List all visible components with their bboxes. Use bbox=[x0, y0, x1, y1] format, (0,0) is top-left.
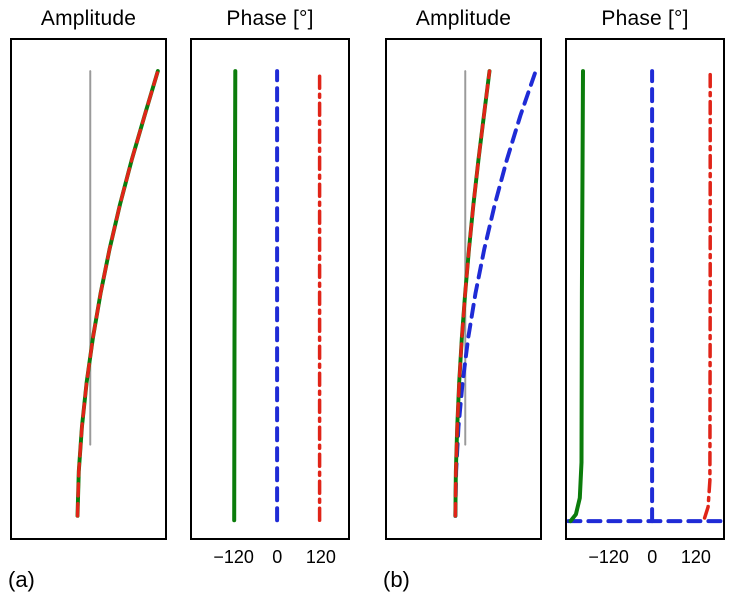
phase-b-plot bbox=[567, 69, 723, 524]
series-phase-green-solid bbox=[568, 69, 585, 524]
series-amplitude-green-solid bbox=[453, 69, 492, 518]
x-axis-ticks-phase-b: −120 0 120 bbox=[565, 547, 725, 569]
series-amplitude-red-dashed bbox=[453, 69, 492, 518]
series-phase-green-solid bbox=[232, 69, 238, 523]
panel-title-amplitude-a: Amplitude bbox=[40, 7, 137, 30]
phase-a-plot bbox=[232, 69, 322, 523]
x-tick-label: 120 bbox=[305, 547, 336, 567]
x-tick-label: −120 bbox=[588, 547, 629, 567]
panel-title-phase-b: Phase [°] bbox=[601, 7, 689, 30]
panel-amplitude-a bbox=[10, 38, 167, 540]
panel-title-amplitude-b: Amplitude bbox=[415, 7, 512, 30]
amplitude-b-plot bbox=[453, 69, 538, 518]
series-amplitude-blue-dashed bbox=[453, 69, 538, 518]
x-axis-ticks-phase-a: −120 0 120 bbox=[190, 547, 350, 569]
amplitude-a-plot bbox=[75, 69, 160, 518]
subfigure-label-a: (a) bbox=[8, 567, 35, 592]
series-amplitude-red-dashed bbox=[75, 69, 160, 518]
series-phase-red-dashdot bbox=[702, 69, 712, 520]
panel-phase-a bbox=[190, 38, 350, 540]
x-tick-label: 120 bbox=[680, 547, 711, 567]
panel-phase-b bbox=[565, 38, 725, 540]
x-tick-label: 0 bbox=[647, 547, 658, 567]
subfigure-label-b: (b) bbox=[383, 567, 410, 592]
panel-amplitude-b bbox=[385, 38, 542, 540]
x-tick-label: −120 bbox=[213, 547, 254, 567]
panel-title-phase-a: Phase [°] bbox=[226, 7, 314, 30]
x-tick-label: 0 bbox=[272, 547, 283, 567]
